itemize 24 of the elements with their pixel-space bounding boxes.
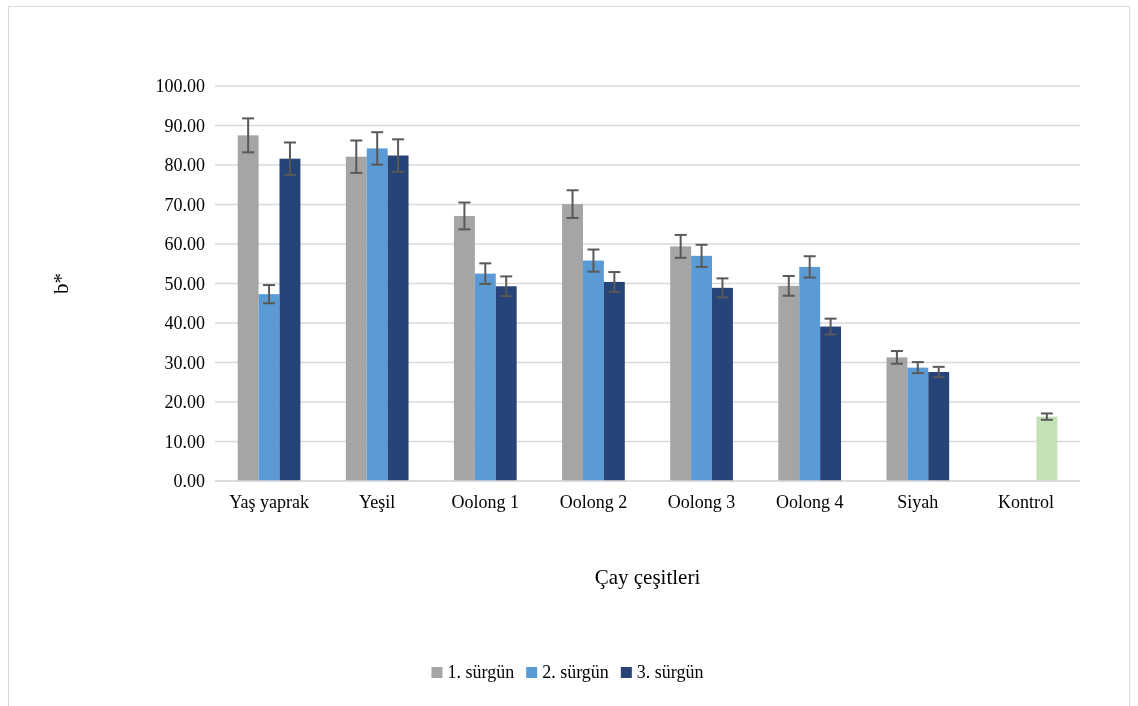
- y-tick-label: 90.00: [164, 115, 205, 136]
- x-tick-label: Oolong 4: [775, 492, 844, 512]
- y-tick-label: 10.00: [164, 431, 205, 452]
- y-tick-label: 60.00: [164, 234, 205, 255]
- legend-label: 3. sürgün: [636, 662, 704, 682]
- y-tick-label: 50.00: [164, 273, 205, 294]
- y-tick-label: 20.00: [164, 392, 205, 413]
- x-tick-label: Oolong 1: [451, 492, 520, 512]
- x-axis-title: Çay çeşitleri: [594, 565, 701, 589]
- x-tick-label: Yeşil: [359, 492, 396, 512]
- y-tick-label: 0.00: [173, 471, 205, 492]
- x-tick-label: Kontrol: [997, 492, 1054, 512]
- y-tick-label: 70.00: [164, 194, 205, 215]
- x-tick-label: Oolong 3: [667, 492, 736, 512]
- y-axis-title: b*: [49, 273, 73, 294]
- x-tick-label: Siyah: [897, 492, 939, 512]
- legend-label: 1. sürgün: [447, 662, 515, 682]
- x-tick-label: Oolong 2: [559, 492, 628, 512]
- legend-label: 2. sürgün: [542, 662, 609, 682]
- y-tick-label: 100.00: [155, 76, 205, 97]
- x-tick-label: Yaş yaprak: [229, 492, 309, 512]
- y-tick-label: 30.00: [164, 352, 205, 373]
- y-tick-label: 40.00: [164, 313, 205, 334]
- y-tick-label: 80.00: [164, 155, 205, 176]
